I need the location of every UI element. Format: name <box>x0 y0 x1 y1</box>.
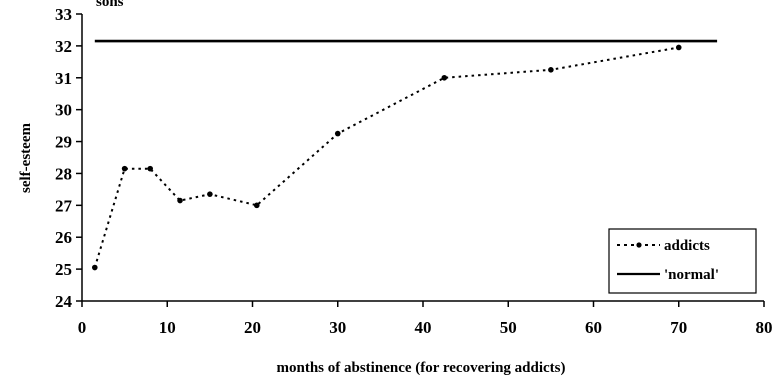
data-point-addicts <box>207 191 213 197</box>
data-point-addicts <box>253 202 260 209</box>
x-tick-label: 10 <box>159 318 176 337</box>
y-ticks: 24 25 26 27 28 29 30 31 32 33 <box>55 5 82 311</box>
data-point-addicts <box>177 197 183 204</box>
x-ticks: 0 10 20 30 40 50 60 70 80 <box>78 301 773 337</box>
legend-box <box>608 228 757 294</box>
y-tick-label: 24 <box>55 292 73 311</box>
data-point-addicts <box>441 74 448 81</box>
y-axis-label: self-esteem <box>18 123 34 193</box>
data-point-addicts <box>91 264 98 271</box>
y-tick-label: 29 <box>55 133 72 152</box>
y-tick-label: 30 <box>55 101 72 120</box>
y-tick-label: 25 <box>55 260 72 279</box>
y-tick-label: 33 <box>55 5 72 24</box>
y-tick-label: 32 <box>55 37 72 56</box>
chart-title: sons <box>96 0 124 10</box>
data-point-addicts <box>334 130 341 137</box>
x-tick-label: 40 <box>415 318 432 337</box>
legend: addicts 'normal' <box>608 228 757 294</box>
legend-label-normal: 'normal' <box>664 267 719 283</box>
data-point-addicts <box>548 67 554 73</box>
series-line-addicts <box>93 46 679 268</box>
data-point-addicts <box>121 165 128 172</box>
x-tick-label: 0 <box>78 318 87 337</box>
x-axis-label: months of abstinence (for recovering add… <box>277 360 566 376</box>
x-tick-label: 50 <box>500 318 517 337</box>
x-tick-label: 30 <box>329 318 346 337</box>
y-tick-label: 28 <box>55 164 72 183</box>
series-layer <box>91 39 718 271</box>
data-point-addicts <box>675 44 682 51</box>
x-tick-label: 60 <box>585 318 602 337</box>
x-tick-label: 80 <box>756 318 773 337</box>
y-tick-label: 26 <box>55 228 72 247</box>
y-tick-label: 31 <box>55 69 72 88</box>
legend-marker-addicts <box>636 242 642 248</box>
x-tick-label: 70 <box>670 318 687 337</box>
data-point-addicts <box>147 165 153 172</box>
y-tick-label: 27 <box>55 196 73 215</box>
legend-label-addicts: addicts <box>664 238 710 254</box>
x-tick-label: 20 <box>244 318 261 337</box>
